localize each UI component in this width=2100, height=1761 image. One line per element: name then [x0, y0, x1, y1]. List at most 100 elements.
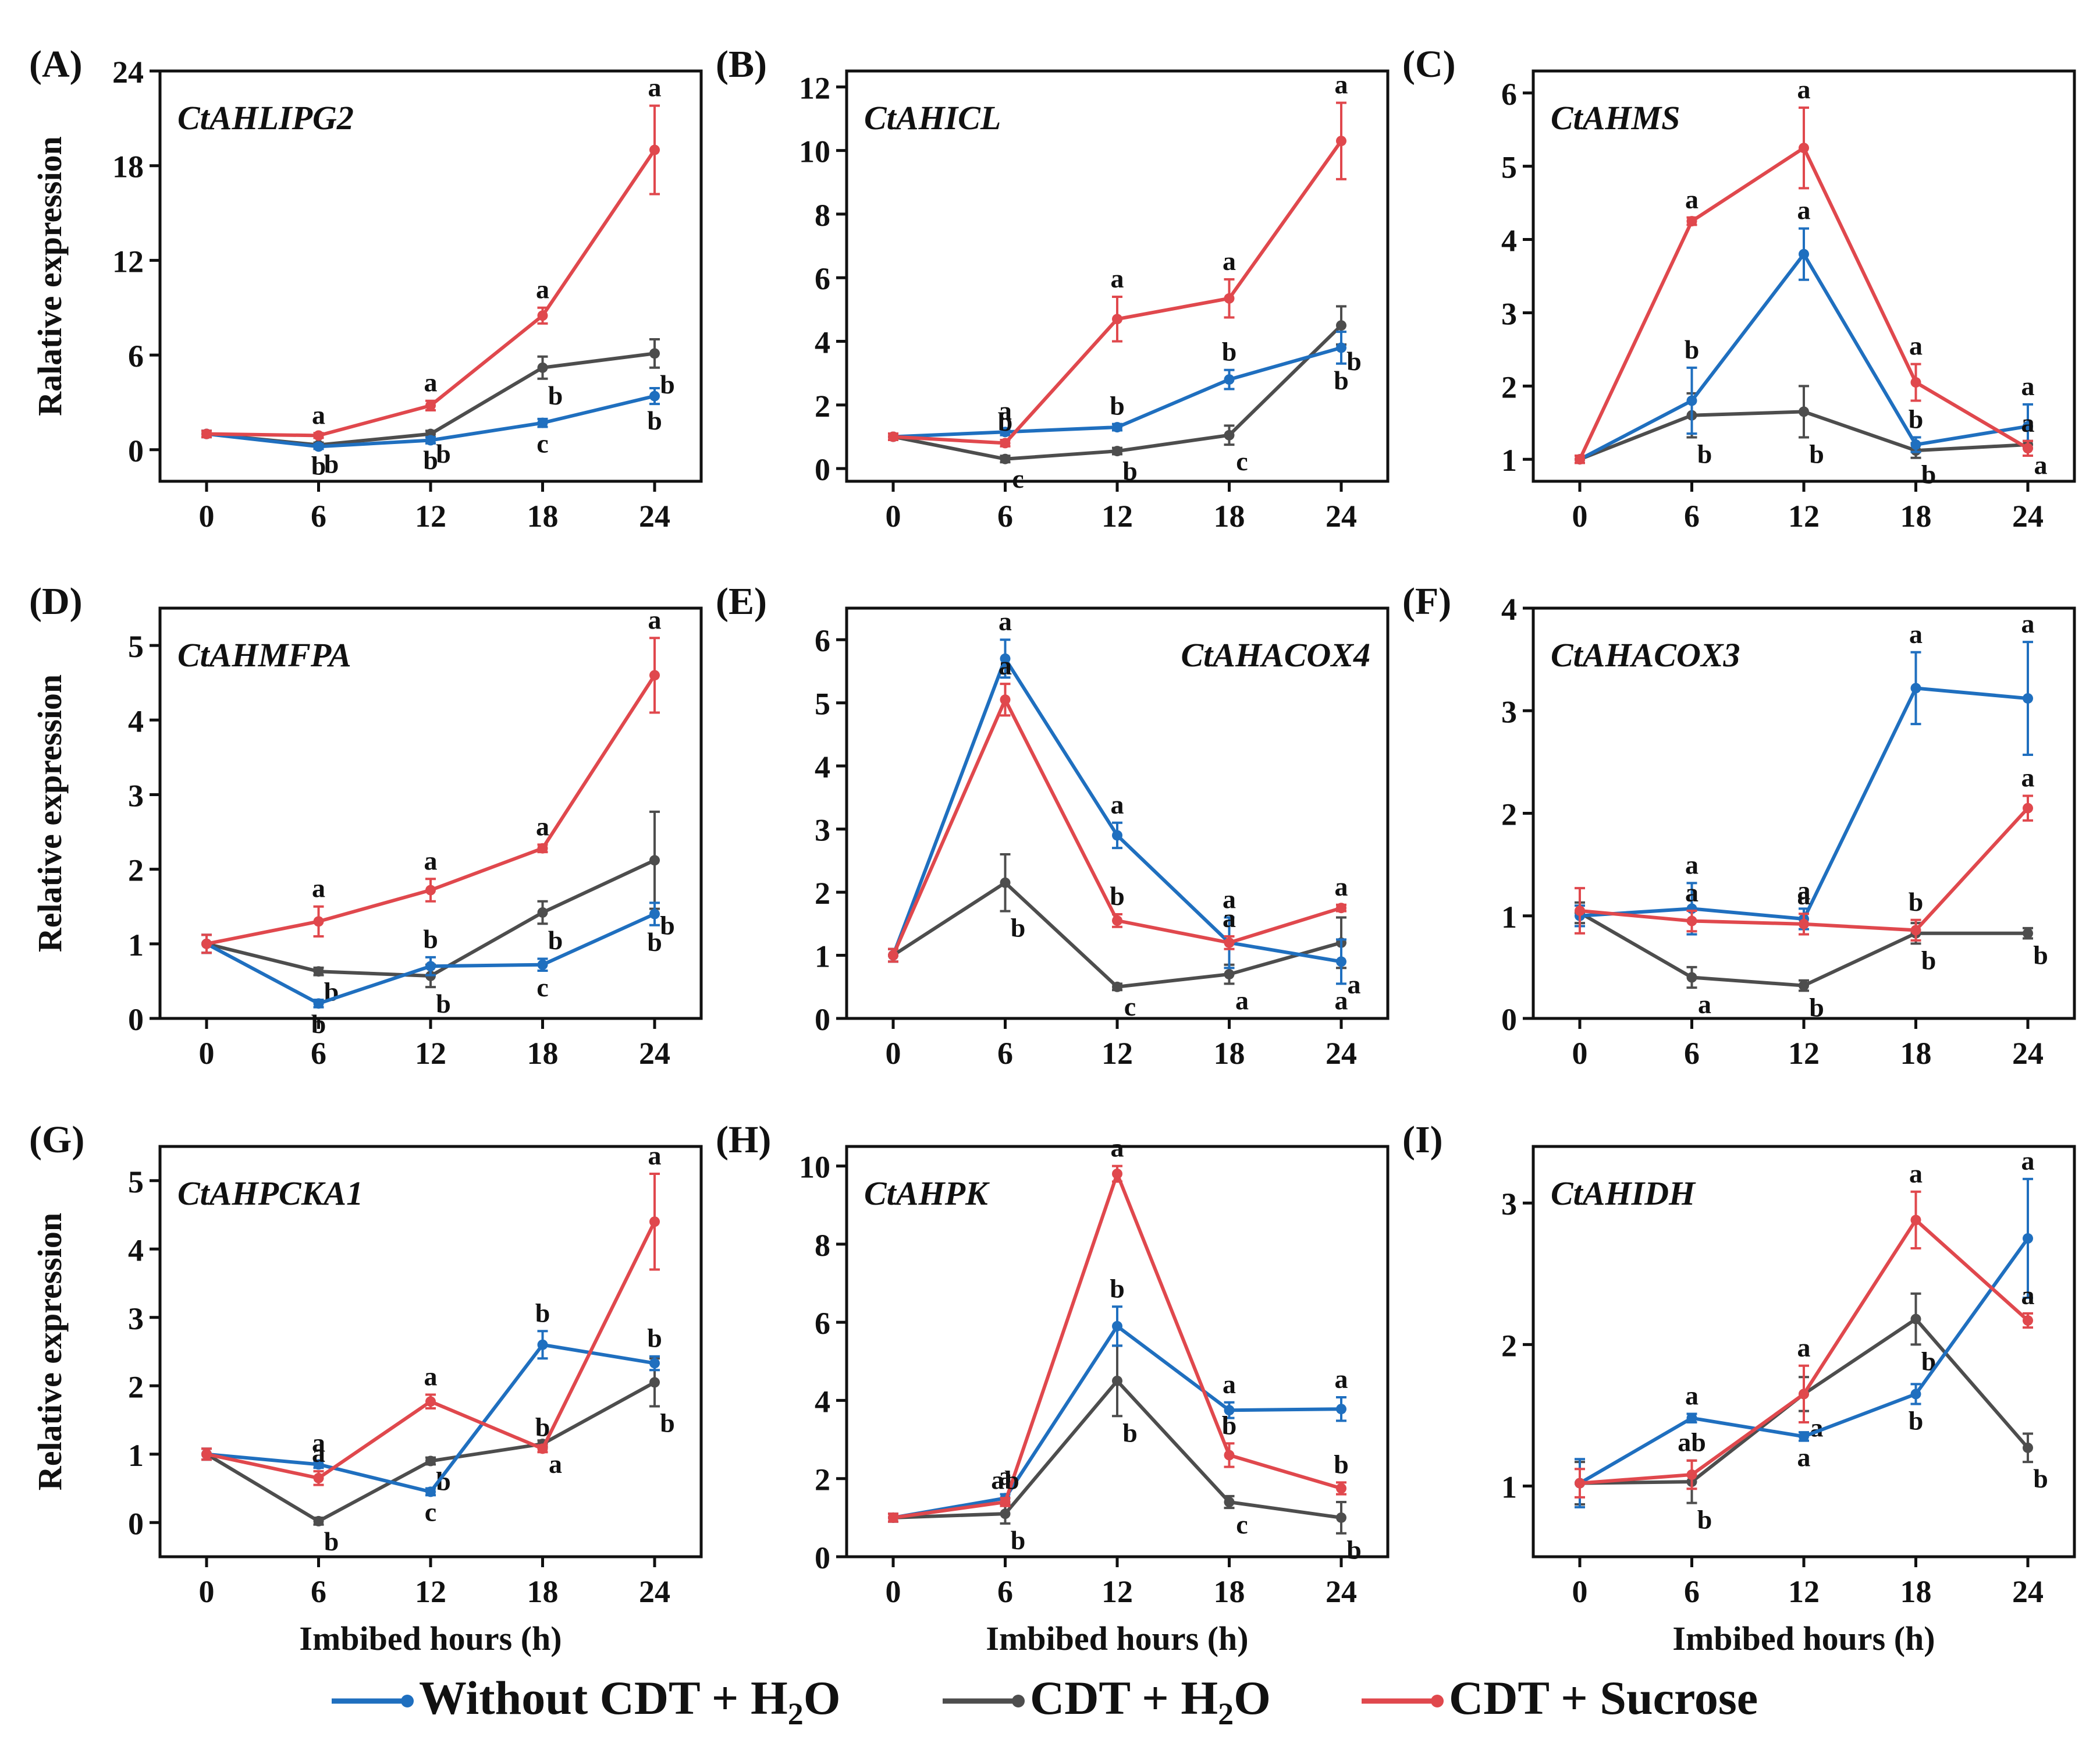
x-tick-label: 18 — [1900, 1036, 1932, 1071]
significance-letter: b — [548, 381, 563, 410]
y-tick-label: 0 — [815, 1002, 830, 1037]
significance-letter: a — [1685, 184, 1699, 214]
data-point — [1224, 429, 1235, 441]
significance-letter: a — [1797, 196, 1811, 225]
significance-letter: a — [2021, 371, 2035, 401]
significance-letter: b — [1921, 460, 1936, 489]
data-point — [1910, 377, 1921, 388]
significance-letter: b — [2033, 940, 2048, 970]
data-point — [1910, 1215, 1921, 1226]
data-point — [1112, 1169, 1122, 1179]
x-tick-label: 12 — [1101, 1574, 1133, 1609]
y-tick-label: 1 — [1501, 1469, 1517, 1504]
y-tick-label: 1 — [128, 928, 144, 963]
significance-letter: a — [536, 275, 549, 304]
data-point — [1799, 1389, 1809, 1400]
significance-letter: b — [647, 1323, 662, 1353]
significance-letter: a — [1223, 246, 1236, 276]
data-point — [649, 670, 660, 681]
significance-letter: a — [648, 1141, 662, 1170]
significance-letter: b — [423, 445, 438, 475]
significance-letter: b — [1346, 1535, 1362, 1565]
data-point — [2023, 1315, 2033, 1326]
data-point — [1224, 937, 1235, 948]
significance-letter: b — [1110, 1273, 1125, 1303]
x-tick-label: 24 — [2012, 1036, 2044, 1071]
x-tick-label: 24 — [1326, 1574, 1357, 1609]
data-point — [1336, 136, 1346, 147]
data-point — [649, 144, 660, 155]
significance-letter: c — [536, 972, 548, 1002]
data-point — [537, 310, 548, 321]
x-tick-label: 18 — [527, 499, 559, 534]
data-point — [537, 907, 548, 918]
data-point — [537, 362, 548, 373]
significance-letter: c — [536, 428, 548, 458]
y-tick-label: 18 — [112, 150, 144, 184]
significance-letter: a — [999, 651, 1012, 680]
significance-letter: a — [2034, 450, 2048, 480]
x-tick-label: 18 — [1214, 1036, 1245, 1071]
y-tick-label: 3 — [128, 778, 144, 813]
data-point — [888, 1512, 898, 1523]
panel-label: (H) — [716, 1119, 771, 1161]
x-tick-label: 24 — [639, 1036, 670, 1071]
data-point — [201, 1448, 212, 1460]
significance-letter: b — [647, 927, 662, 957]
significance-letter: a — [549, 1449, 562, 1479]
data-point — [1000, 653, 1011, 664]
significance-letter: a — [424, 1362, 438, 1391]
significance-letter: b — [1334, 1449, 1349, 1479]
x-tick-label: 18 — [527, 1574, 559, 1609]
data-point — [1575, 1478, 1585, 1489]
x-tick-label: 12 — [1101, 1036, 1133, 1071]
data-point — [1336, 956, 1346, 967]
significance-letter: b — [1011, 1525, 1026, 1555]
significance-letter: a — [1335, 1364, 1348, 1394]
significance-letter: b — [1222, 337, 1237, 367]
significance-letter: a — [1909, 619, 1923, 649]
x-tick-label: 6 — [311, 1036, 326, 1071]
x-tick-label: 0 — [1572, 499, 1588, 534]
significance-letter: ab — [1678, 1428, 1706, 1457]
significance-letter: a — [999, 1461, 1012, 1491]
data-point — [1112, 422, 1122, 433]
significance-letter: b — [1697, 1505, 1712, 1535]
x-tick-label: 6 — [311, 1574, 326, 1609]
significance-letter: b — [2033, 1464, 2048, 1493]
y-tick-label: 0 — [128, 1506, 144, 1541]
data-point — [1112, 446, 1122, 457]
legend: Without CDT + H2O CDT + H2O CDT + Sucrose — [332, 1671, 1758, 1731]
x-tick-label: 12 — [415, 1574, 446, 1609]
data-point — [2023, 803, 2033, 814]
significance-letter: c — [1124, 992, 1136, 1021]
data-point — [1910, 439, 1921, 450]
data-point — [649, 1377, 660, 1388]
significance-letter: b — [1809, 439, 1824, 468]
significance-letter: a — [1111, 790, 1124, 819]
gene-title: CtAHMFPA — [177, 636, 351, 674]
y-tick-label: 2 — [128, 853, 144, 888]
significance-letter: ab — [991, 1465, 1019, 1494]
significance-letter: a — [2021, 1146, 2035, 1176]
significance-letter: a — [312, 1438, 325, 1468]
data-point — [425, 1486, 436, 1497]
data-point — [649, 855, 660, 866]
x-axis-label: Imbibed hours (h) — [1672, 1620, 1935, 1657]
data-point — [1686, 972, 1697, 983]
data-point — [1000, 694, 1011, 705]
data-point — [201, 938, 212, 949]
significance-letter: b — [423, 924, 438, 954]
data-point — [1910, 683, 1921, 694]
significance-letter: b — [548, 925, 563, 955]
panel-label: (B) — [716, 43, 767, 86]
data-point — [313, 1472, 324, 1483]
significance-letter: b — [660, 370, 675, 399]
data-point — [1112, 981, 1122, 992]
data-point — [425, 400, 436, 411]
data-point — [1910, 1313, 1921, 1325]
y-tick-label: 12 — [112, 244, 144, 279]
data-point — [2023, 1233, 2033, 1244]
